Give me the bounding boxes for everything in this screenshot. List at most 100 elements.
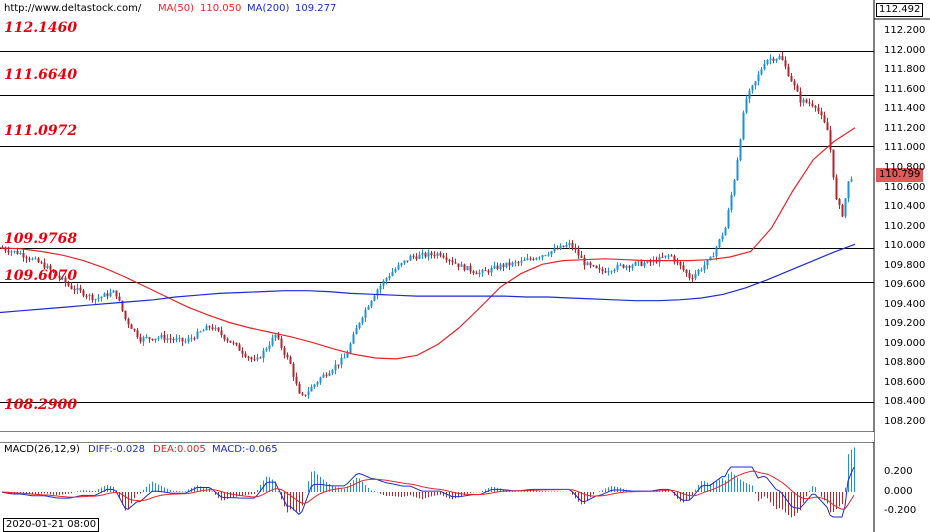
candle-bear: [589, 262, 592, 266]
candle-bear: [37, 258, 40, 263]
candle-bull: [631, 265, 634, 268]
candle-bear: [136, 330, 139, 338]
candle-bull: [373, 295, 376, 301]
candle-bear: [277, 334, 280, 339]
ma50-line: [0, 127, 856, 360]
candle-bull: [394, 269, 397, 272]
ma200-label: MA(200): [247, 3, 290, 14]
candle-bear: [406, 260, 409, 262]
candle-bear: [685, 269, 688, 274]
candle-bear: [661, 256, 664, 258]
source-url: http://www.deltastock.com/: [4, 3, 142, 14]
candle-bull: [10, 251, 13, 253]
candle-bull: [145, 337, 148, 339]
candle-bull: [46, 265, 49, 268]
candle-bear: [688, 273, 691, 278]
candle-bear: [835, 177, 838, 200]
candle-bull: [727, 210, 730, 228]
candle-bull: [586, 262, 589, 266]
candle-bear: [604, 271, 607, 273]
y-tick: 110.200: [884, 221, 926, 232]
candle-bear: [532, 258, 535, 260]
candle-bull: [541, 255, 544, 258]
candle-bull: [385, 278, 388, 281]
candle-bull: [643, 262, 646, 266]
macd-diff-line: [1, 466, 855, 518]
ma50-value: 110.050: [200, 3, 242, 14]
candle-bear: [841, 204, 844, 217]
candle-bear: [118, 296, 121, 301]
candle-bear: [445, 257, 448, 260]
candle-bear: [169, 338, 172, 340]
candle-bear: [148, 337, 151, 339]
candle-bull: [568, 243, 571, 245]
candle-bear: [286, 354, 289, 358]
candle-bear: [133, 328, 136, 331]
candle-bear: [253, 359, 256, 361]
candle-bear: [238, 344, 241, 351]
candle-bear: [58, 275, 61, 279]
candle-bull: [523, 259, 526, 261]
candle-bear: [472, 271, 475, 273]
candle-bull: [331, 370, 334, 374]
candle-bull: [610, 271, 613, 273]
candle-bear: [241, 350, 244, 354]
candle-bear: [49, 265, 52, 270]
candle-bear: [22, 253, 25, 258]
candle-bear: [439, 253, 442, 256]
y-tick: 109.000: [884, 338, 926, 349]
candle-bull: [478, 272, 481, 275]
y-tick: 110.600: [884, 182, 926, 193]
candle-bear: [811, 103, 814, 107]
candle-bear: [640, 261, 643, 266]
candle-bear: [115, 290, 118, 297]
macd-plot: [1, 447, 855, 518]
candle-bear: [232, 342, 235, 344]
candle-bear: [223, 335, 226, 340]
level-label-6: 108.2900: [4, 397, 78, 413]
candle-bear: [826, 122, 829, 131]
candle-bull: [751, 85, 754, 91]
candle-bull: [637, 261, 640, 263]
candle-bear: [451, 260, 454, 263]
y-tick: 111.200: [884, 123, 926, 134]
candle-bull: [493, 265, 496, 268]
candle-bull: [607, 271, 610, 273]
candle-bull: [322, 374, 325, 378]
candle-bull: [739, 139, 742, 161]
price-top-badge: 112.492: [876, 3, 924, 17]
candle-bear: [127, 318, 130, 325]
macd-value: MACD:-0.065: [212, 444, 278, 455]
candle-bull: [460, 264, 463, 267]
candle-bear: [325, 374, 328, 376]
candle-bear: [433, 254, 436, 256]
candle-bull: [154, 338, 157, 341]
candle-bear: [211, 327, 214, 330]
candle-bull: [397, 265, 400, 270]
y-tick: 108.800: [884, 357, 926, 368]
candle-bull: [757, 74, 760, 82]
candle-bear: [226, 339, 229, 341]
candle-bear: [796, 85, 799, 92]
candle-bull: [625, 265, 628, 268]
candle-bull: [697, 269, 700, 274]
candle-bull: [196, 331, 199, 339]
candle-bear: [424, 252, 427, 257]
candle-bull: [778, 56, 781, 59]
candle-bear: [622, 264, 625, 268]
candle-bear: [502, 264, 505, 267]
candle-bull: [466, 265, 469, 271]
candle-bear: [298, 383, 301, 394]
candle-bear: [70, 285, 73, 289]
candle-bull: [256, 357, 259, 360]
candle-bull: [400, 263, 403, 266]
candle-bull: [214, 327, 217, 330]
candle-bear: [64, 277, 67, 283]
y-tick: 111.800: [884, 64, 926, 75]
candle-bull: [76, 287, 79, 291]
candle-bear: [691, 277, 694, 279]
level-label-2: 111.6640: [4, 67, 78, 83]
candle-bull: [520, 260, 523, 263]
candle-bull: [847, 181, 850, 199]
candle-bear: [487, 270, 490, 273]
